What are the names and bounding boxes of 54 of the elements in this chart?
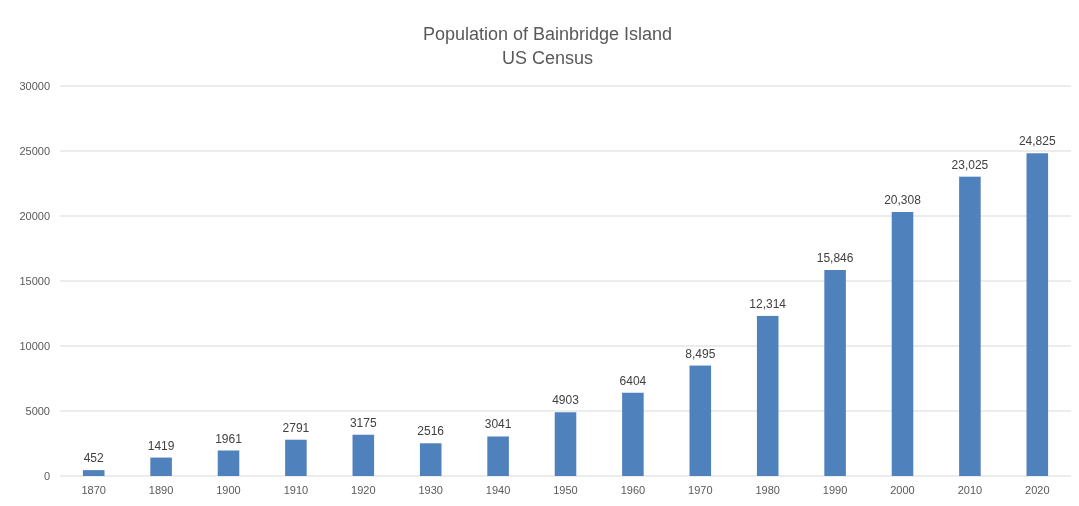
- bar: [352, 434, 375, 476]
- chart-title: Population of Bainbridge Island: [422, 24, 673, 44]
- x-tick-label: 2020: [1025, 484, 1050, 496]
- y-tick-label: 15000: [19, 274, 50, 287]
- bar: [756, 315, 779, 476]
- chart-subtitle: US Census: [501, 48, 594, 68]
- data-label: 8,495: [685, 346, 716, 361]
- data-label: 20,308: [884, 193, 922, 207]
- bar: [1026, 153, 1049, 476]
- data-label: 1961: [215, 431, 243, 446]
- y-tick-label: 0: [43, 469, 50, 482]
- y-tick-label: 10000: [19, 339, 50, 352]
- bar: [959, 176, 981, 476]
- x-tick-label: 1920: [351, 484, 376, 496]
- data-label: 23,025: [951, 157, 989, 172]
- x-tick-label: 1930: [418, 484, 443, 496]
- bar: [622, 392, 644, 476]
- data-label: 452: [83, 451, 105, 466]
- bar: [891, 212, 914, 476]
- data-label: 15,846: [816, 251, 854, 265]
- data-label: 12,314: [749, 296, 787, 311]
- x-tick-label: 1990: [822, 484, 848, 496]
- x-tick-label: 1980: [755, 484, 780, 496]
- y-tick-label: 25000: [19, 144, 50, 157]
- bar: [419, 443, 442, 476]
- bar: [150, 457, 172, 476]
- data-label: 6404: [619, 373, 647, 388]
- data-label: 2516: [417, 424, 445, 439]
- x-tick-label: 1970: [688, 484, 713, 496]
- x-tick-label: 1900: [216, 484, 241, 496]
- data-label: 3175: [349, 415, 377, 430]
- data-label: 3041: [484, 417, 512, 432]
- bar: [82, 470, 105, 476]
- data-label: 4903: [552, 393, 580, 408]
- bar: [689, 365, 712, 476]
- x-tick-label: 1940: [485, 484, 511, 496]
- bar: [824, 270, 846, 476]
- data-label: 1419: [147, 438, 175, 453]
- y-tick-label: 20000: [19, 209, 50, 222]
- x-tick-label: 2000: [890, 484, 915, 496]
- data-label: 2791: [282, 420, 310, 435]
- x-tick-label: 2010: [957, 484, 983, 496]
- x-tick-label: 1870: [81, 484, 106, 496]
- bar: [487, 436, 509, 476]
- x-tick-label: 1960: [620, 484, 646, 496]
- x-tick-label: 1950: [553, 484, 578, 496]
- bar: [554, 412, 577, 476]
- y-tick-label: 30000: [19, 79, 50, 92]
- data-label: 24,825: [1018, 134, 1056, 149]
- x-tick-label: 1890: [148, 484, 174, 496]
- x-tick-label: 1910: [283, 484, 309, 496]
- bar: [285, 439, 307, 476]
- bar: [217, 450, 240, 476]
- y-tick-label: 5000: [25, 404, 50, 417]
